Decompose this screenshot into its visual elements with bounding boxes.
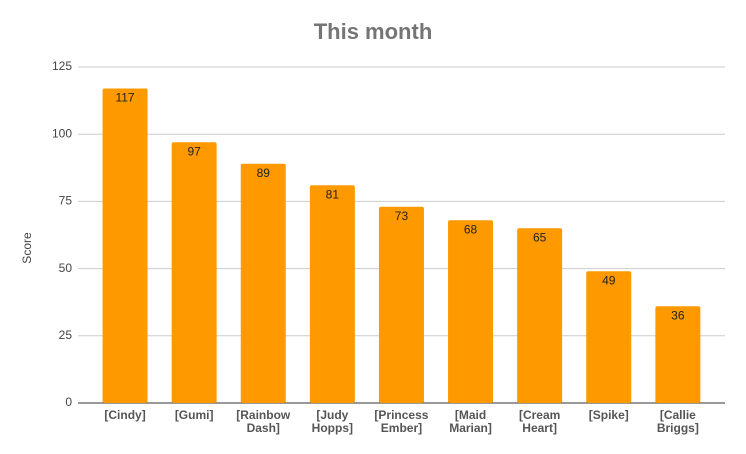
- bar: [102, 88, 148, 403]
- chart-title: This month: [314, 19, 433, 44]
- y-tick-label: 25: [59, 328, 73, 342]
- bar: [309, 185, 355, 403]
- bar: [378, 206, 424, 403]
- x-tick-label-line: [Spike]: [589, 408, 629, 422]
- bar: [655, 306, 701, 403]
- x-tick-label: [Judy Hopps]: [312, 408, 353, 435]
- x-tick-label: [Gumi]: [175, 408, 214, 422]
- x-tick-label-line: [Callie: [660, 408, 696, 422]
- x-tick-label-line: [Maid: [455, 408, 486, 422]
- bar: [171, 142, 217, 403]
- x-tick-label-line: [Princess: [374, 408, 428, 422]
- value-label: 68: [464, 222, 478, 236]
- x-tick-label: [Spike]: [589, 408, 629, 422]
- y-tick-label: 75: [59, 194, 73, 208]
- bar: [586, 271, 632, 403]
- value-label: 89: [257, 166, 271, 180]
- x-tick-label: [Maid Marian]: [449, 408, 492, 435]
- value-label: 81: [326, 187, 340, 201]
- value-label: 49: [602, 273, 616, 287]
- x-tick-label: [Princess Ember]: [374, 408, 428, 435]
- y-axis-label: Score: [20, 232, 34, 264]
- x-tick-label: [Cindy]: [104, 408, 145, 422]
- value-label: 36: [671, 308, 685, 322]
- bar: [448, 220, 494, 403]
- value-label: 65: [533, 230, 547, 244]
- x-tick-label-line: Dash]: [247, 421, 280, 435]
- x-tick-label: [Callie Briggs]: [657, 408, 699, 435]
- x-tick-label-line: [Judy: [316, 408, 348, 422]
- x-tick-label-line: [Rainbow: [236, 408, 291, 422]
- y-tick-label: 0: [65, 395, 72, 409]
- y-tick-label: 50: [59, 261, 73, 275]
- x-tick-label: [Rainbow Dash]: [236, 408, 291, 435]
- x-tick-label: [Cream Heart]: [519, 408, 560, 435]
- bar: [240, 163, 286, 403]
- x-tick-label-line: Hopps]: [312, 421, 353, 435]
- y-tick-label: 100: [52, 126, 72, 140]
- x-tick-label-line: Ember]: [381, 421, 422, 435]
- value-label: 73: [395, 209, 409, 223]
- x-tick-label-line: Marian]: [449, 421, 492, 435]
- bar: [517, 228, 563, 403]
- x-tick-label-line: Heart]: [522, 421, 557, 435]
- value-label: 117: [115, 91, 134, 105]
- y-tick-label: 125: [52, 59, 72, 73]
- x-tick-label-line: [Cindy]: [104, 408, 145, 422]
- x-tick-label-line: Briggs]: [657, 421, 699, 435]
- value-label: 97: [187, 144, 201, 158]
- x-tick-label-line: [Gumi]: [175, 408, 214, 422]
- x-tick-label-line: [Cream: [519, 408, 560, 422]
